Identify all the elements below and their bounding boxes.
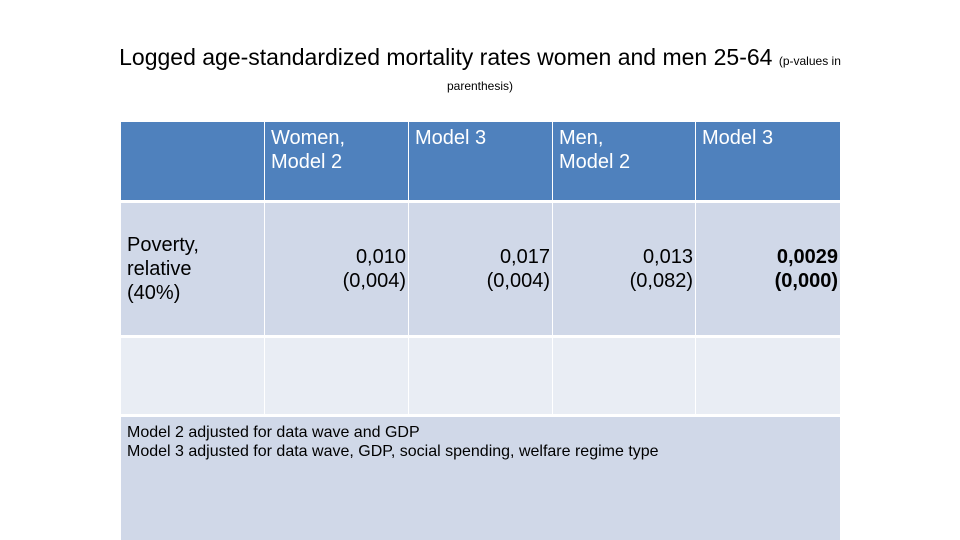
cell-men-model2: 0,013 (0,082) bbox=[553, 203, 695, 335]
note-model2: Model 2 adjusted for data wave and GDP bbox=[127, 424, 420, 441]
p-value: (0,000) bbox=[774, 270, 838, 292]
model-notes: Model 2 adjusted for data wave and GDP M… bbox=[121, 417, 840, 540]
empty-cell bbox=[265, 338, 408, 414]
note-model3: Model 3 adjusted for data wave, GDP, soc… bbox=[127, 443, 659, 460]
header-women-model3-line1: Model 3 bbox=[415, 127, 487, 149]
header-women-model2-line2: Model 2 bbox=[271, 151, 343, 173]
cell-women-model3: 0,017 (0,004) bbox=[409, 203, 552, 335]
p-value: (0,004) bbox=[486, 270, 550, 292]
cell-women-model2: 0,010 (0,004) bbox=[265, 203, 408, 335]
title-main: Logged age-standardized mortality rates … bbox=[119, 44, 773, 70]
coefficient-value: 0,013 bbox=[642, 246, 693, 268]
header-women-model3: Model 3 bbox=[409, 122, 552, 200]
row-label-line3: (40%) bbox=[127, 282, 181, 304]
row-label-line1: Poverty, bbox=[127, 234, 199, 256]
empty-cell bbox=[696, 338, 840, 414]
slide-title: Logged age-standardized mortality rates … bbox=[0, 42, 960, 76]
title-small-note: (p-values in bbox=[778, 54, 841, 68]
empty-cell bbox=[553, 338, 695, 414]
header-men-model3: Model 3 bbox=[696, 122, 840, 200]
empty-cell bbox=[409, 338, 552, 414]
header-men-model2-line1: Men, bbox=[559, 127, 604, 149]
title-continuation: parenthesis) bbox=[446, 79, 514, 93]
header-women-model2: Women, Model 2 bbox=[265, 122, 408, 200]
coefficient-value: 0,017 bbox=[499, 246, 550, 268]
header-women-model2-line1: Women, bbox=[271, 127, 346, 149]
coefficient-value: 0,0029 bbox=[776, 246, 838, 268]
header-men-model2-line2: Model 2 bbox=[559, 151, 631, 173]
header-empty-cell bbox=[121, 122, 264, 200]
header-men-model3-line1: Model 3 bbox=[702, 127, 774, 149]
coefficient-value: 0,010 bbox=[355, 246, 406, 268]
p-value: (0,004) bbox=[342, 270, 406, 292]
empty-cell bbox=[121, 338, 264, 414]
p-value: (0,082) bbox=[629, 270, 693, 292]
header-men-model2: Men, Model 2 bbox=[553, 122, 695, 200]
cell-men-model3: 0,0029 (0,000) bbox=[696, 203, 840, 335]
row-label-poverty: Poverty, relative (40%) bbox=[121, 203, 264, 335]
row-label-line2: relative bbox=[127, 258, 192, 280]
